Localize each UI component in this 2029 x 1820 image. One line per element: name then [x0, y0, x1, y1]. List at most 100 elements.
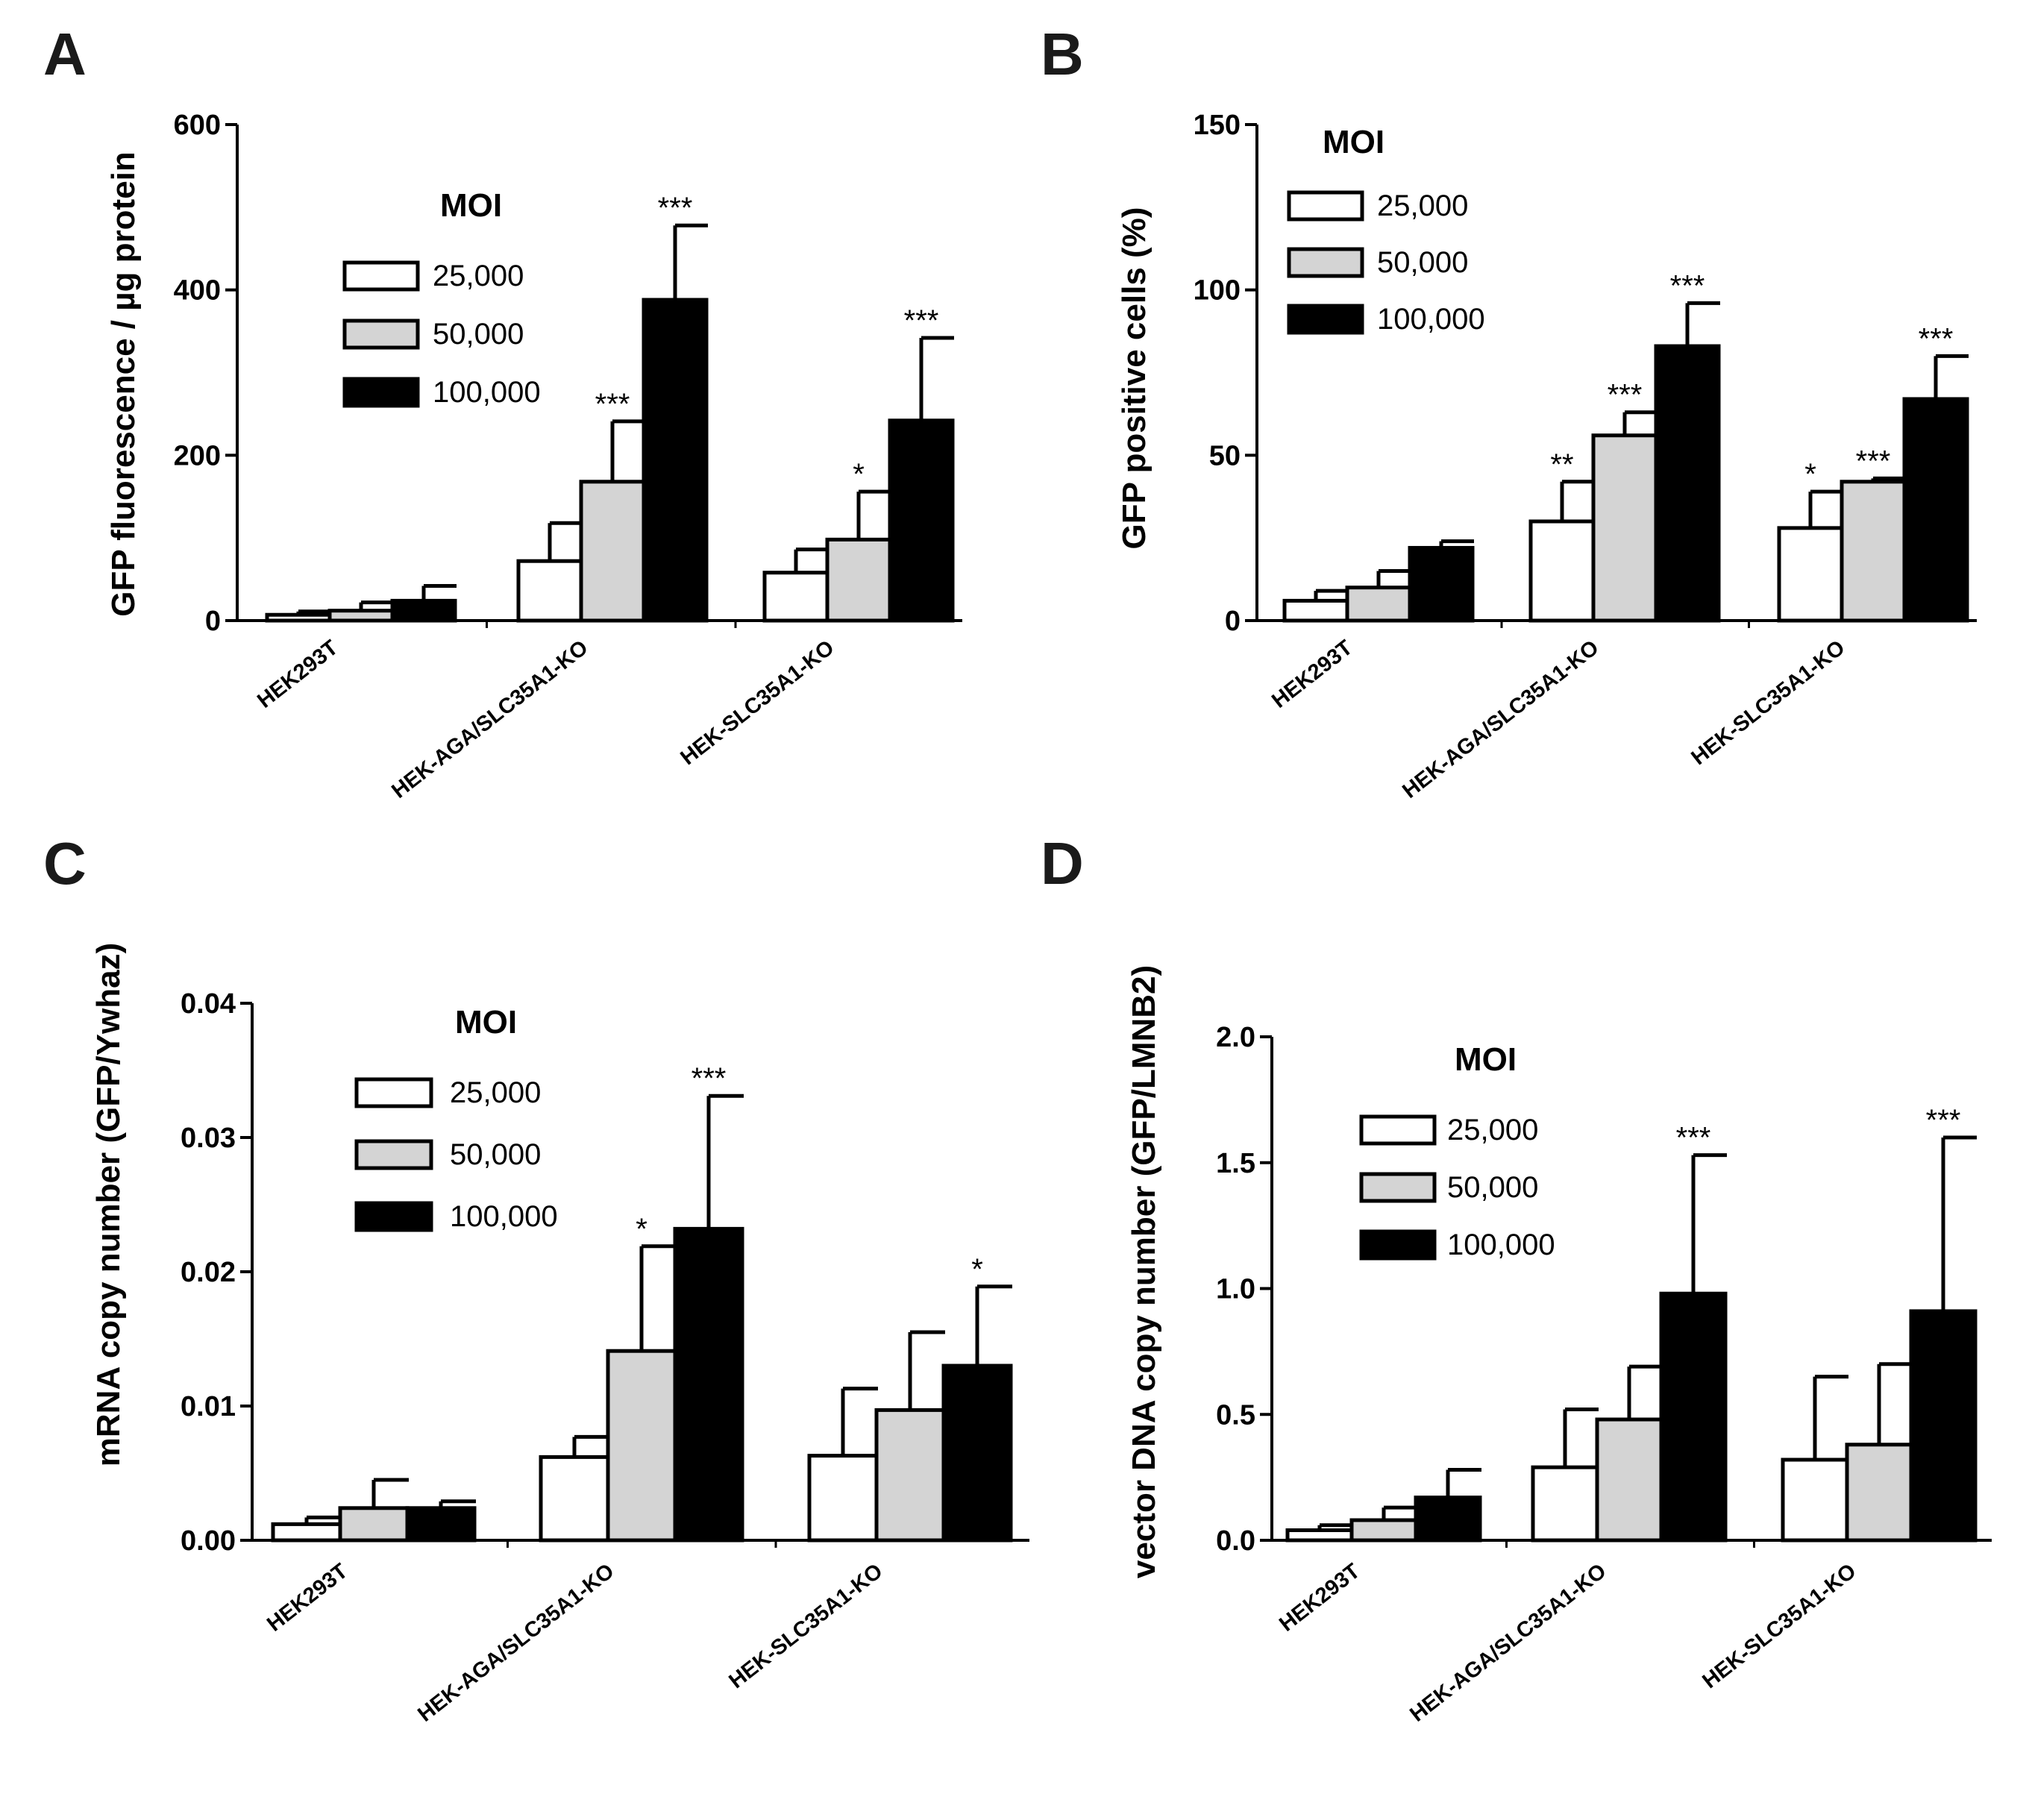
y-tick-label: 2.0 — [1216, 1022, 1255, 1053]
legend-label: 100,000 — [1377, 303, 1485, 336]
legend-label: 25,000 — [450, 1076, 541, 1109]
bar — [606, 1349, 677, 1543]
legend-title: MOI — [440, 187, 502, 224]
legend-title: MOI — [1455, 1041, 1517, 1078]
y-tick-label: 1.5 — [1216, 1148, 1255, 1179]
y-tick-label: 0.04 — [181, 988, 236, 1020]
bar — [1781, 1457, 1849, 1543]
significance-label: * — [1804, 458, 1816, 491]
y-tick-label: 50 — [1209, 440, 1241, 471]
y-tick-label: 200 — [174, 440, 221, 471]
legend-label: 50,000 — [450, 1138, 541, 1171]
y-axis-label: vector DNA copy number (GFP/LMNB2) — [1126, 965, 1162, 1578]
panel-letter: B — [1041, 21, 1084, 87]
legend-label: 100,000 — [450, 1200, 558, 1233]
y-tick-label: 0.02 — [181, 1257, 236, 1288]
bar — [579, 480, 646, 623]
y-tick-label: 0.5 — [1216, 1399, 1255, 1431]
legend-swatch — [1359, 1229, 1437, 1261]
significance-label: *** — [1856, 445, 1891, 477]
bar — [888, 418, 955, 623]
legend-label: 25,000 — [1447, 1114, 1538, 1146]
legend: MOI 25,000 50,000 100,000 — [1359, 1041, 1555, 1261]
bar — [762, 571, 830, 623]
x-category-label: HEK-AGA/SLC35A1-KO — [1405, 1559, 1611, 1727]
y-tick-label: 0.01 — [181, 1391, 236, 1422]
panel-a: A GFP fluorescence / µg protein 0 200 400 6… — [43, 21, 962, 803]
y-tick-label: 0.0 — [1216, 1525, 1255, 1557]
significance-label: * — [971, 1253, 983, 1286]
bar — [1902, 397, 1969, 623]
legend: MOI 25,000 50,000 100,000 — [1287, 124, 1485, 336]
legend-title: MOI — [455, 1004, 517, 1041]
bar — [516, 559, 583, 623]
bar — [539, 1455, 610, 1543]
bar — [941, 1364, 1013, 1543]
y-tick-label: 0.03 — [181, 1123, 236, 1154]
legend-title: MOI — [1323, 124, 1384, 160]
significance-label: *** — [1926, 1104, 1961, 1137]
y-tick-label: 150 — [1194, 110, 1241, 141]
legend: MOI 25,000 50,000 100,000 — [342, 187, 541, 409]
legend-label: 25,000 — [1377, 189, 1468, 222]
bar — [265, 612, 332, 623]
significance-label: *** — [904, 304, 939, 337]
x-category-label: HEK293T — [253, 636, 342, 713]
bar — [1845, 1443, 1913, 1543]
y-tick-label: 1.0 — [1216, 1274, 1255, 1305]
bar — [673, 1226, 744, 1543]
y-tick-label: 100 — [1194, 275, 1241, 307]
y-tick-label: 400 — [174, 275, 221, 307]
chart-area: 0.0 0.5 1.0 1.5 2.0 *** *** HEK293T HEK-AGA/SLC3… — [1216, 1022, 1992, 1727]
bar — [405, 1506, 477, 1543]
legend-swatch — [1287, 190, 1364, 222]
y-tick-label: 0 — [205, 606, 221, 637]
legend-swatch — [342, 260, 420, 292]
bar — [1531, 1465, 1599, 1543]
significance-label: *** — [658, 192, 693, 225]
legend-swatch — [342, 377, 420, 408]
panel-letter: C — [43, 830, 87, 897]
panel-letter: A — [43, 21, 87, 87]
legend-label: 100,000 — [1447, 1228, 1555, 1261]
chart-area: 0.000.010.020.030.04*****HEK293T HEK-AGA/… — [181, 988, 1029, 1727]
bar — [1285, 1528, 1354, 1543]
legend-label: 100,000 — [433, 376, 541, 409]
bar — [1414, 1496, 1482, 1543]
bar — [1840, 480, 1907, 623]
bar — [327, 609, 395, 623]
bar — [1408, 545, 1475, 623]
y-tick-label: 600 — [174, 110, 221, 141]
x-category-label: HEK-AGA/SLC35A1-KO — [413, 1559, 618, 1727]
y-tick-label: 0 — [1225, 606, 1241, 637]
x-category-label: HEK-SLC35A1-KO — [725, 1559, 888, 1693]
bar — [271, 1522, 342, 1543]
x-category-label: HEK-SLC35A1-KO — [1699, 1559, 1861, 1693]
panel-d: D vector DNA copy number (GFP/LMNB2) 0.0… — [1041, 830, 1992, 1727]
legend-label: 25,000 — [433, 260, 524, 292]
significance-label: *** — [595, 388, 630, 421]
y-tick-label: 0.00 — [181, 1525, 236, 1557]
y-axis-label: GFP fluorescence / µg protein — [105, 151, 142, 617]
legend-swatch — [354, 1139, 433, 1170]
bar — [390, 598, 457, 623]
x-category-label: HEK-SLC35A1-KO — [677, 636, 839, 770]
bar — [1345, 586, 1412, 623]
legend-swatch — [1359, 1172, 1437, 1203]
significance-label: ** — [1550, 448, 1573, 481]
y-axis-label: GFP positive cells (%) — [1116, 207, 1153, 550]
x-category-label: HEK-SLC35A1-KO — [1687, 636, 1850, 770]
significance-label: *** — [1919, 322, 1954, 355]
legend-swatch — [1287, 304, 1364, 335]
legend-swatch — [342, 318, 420, 350]
legend-swatch — [354, 1201, 433, 1232]
bar — [642, 298, 709, 623]
bar — [1909, 1309, 1978, 1543]
x-category-label: HEK-AGA/SLC35A1-KO — [1398, 636, 1603, 803]
legend: MOI 25,000 50,000 100,000 — [354, 1004, 558, 1233]
bar — [1591, 433, 1658, 623]
